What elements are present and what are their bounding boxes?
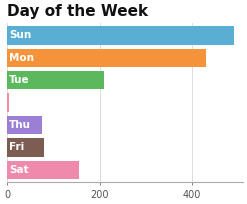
Bar [7, 116, 42, 134]
Text: Fri: Fri [9, 142, 24, 152]
Bar [7, 49, 206, 67]
Text: Tue: Tue [9, 75, 30, 85]
Text: Thu: Thu [9, 120, 31, 130]
Bar [7, 93, 9, 112]
Text: Mon: Mon [9, 53, 34, 63]
Bar [7, 26, 234, 45]
Bar [7, 71, 104, 89]
Text: Day of the Week: Day of the Week [7, 4, 148, 19]
Bar [7, 138, 44, 157]
Text: Sat: Sat [9, 165, 29, 175]
Bar [7, 161, 79, 179]
Text: Sun: Sun [9, 30, 31, 40]
